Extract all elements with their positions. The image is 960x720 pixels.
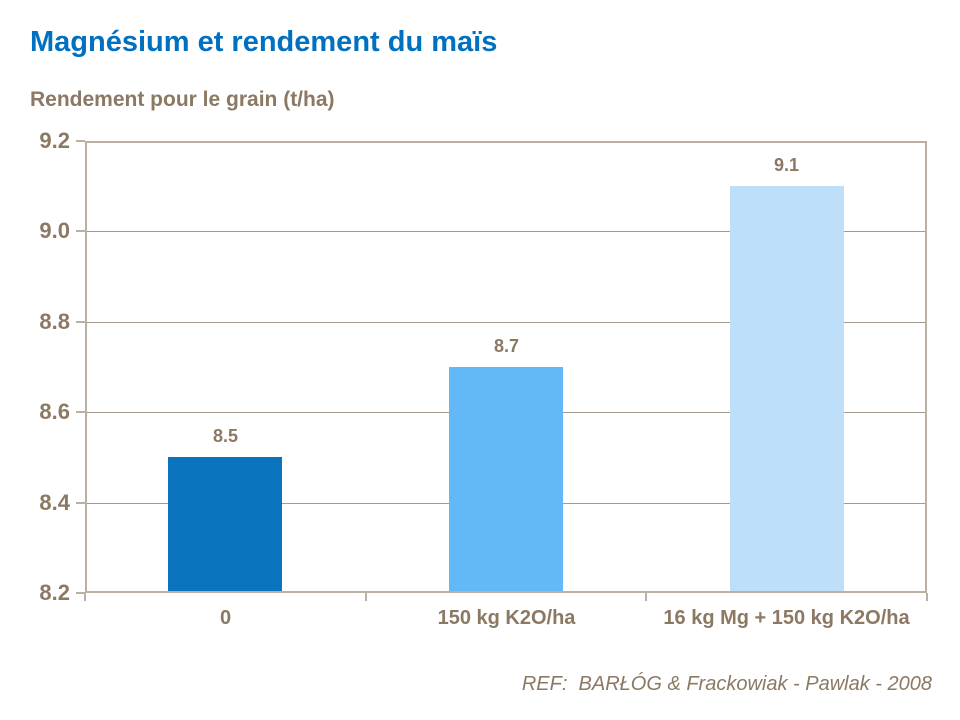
y-axis-tick-label: 8.8: [39, 308, 70, 334]
plot-frame: [85, 141, 927, 593]
bar-150 kg K2O/ha: [449, 367, 563, 593]
y-axis-tick-label: 8.4: [39, 489, 70, 515]
bar-value-label: 9.1: [773, 155, 800, 175]
y-axis-tick: [76, 592, 85, 594]
reference-text: REF: BARŁÓG & Frackowiak - Pawlak - 2008: [521, 673, 932, 695]
y-axis-tick: [76, 320, 85, 323]
y-axis-tick: [76, 140, 85, 142]
y-axis-tick: [76, 501, 85, 504]
x-axis-category-label: 16 kg Mg + 150 kg K2O/ha: [663, 607, 910, 629]
x-axis-tick: [645, 593, 647, 601]
y-axis-tick-label: 9.2: [39, 128, 70, 153]
bar-value-label: 8.5: [212, 426, 239, 446]
gridline: [85, 321, 927, 323]
x-axis-category-label: 0: [219, 607, 232, 629]
x-axis-category-label: 150 kg K2O/ha: [437, 607, 576, 629]
x-axis-tick: [926, 593, 928, 601]
y-axis-tick-label: 9.0: [39, 218, 70, 244]
gridline: [85, 231, 927, 233]
y-axis-tick-label: 8.2: [39, 580, 70, 605]
y-axis-title: Rendement pour le grain (t/ha): [30, 88, 335, 111]
y-axis-tick: [76, 411, 85, 414]
y-axis-tick: [76, 230, 85, 233]
y-axis-tick-label: 8.6: [39, 399, 70, 425]
bar-value-label: 8.7: [493, 336, 520, 356]
bar-16 kg Mg + 150 kg K2O/ha: [730, 186, 844, 593]
chart-title: Magnésium et rendement du maïs: [30, 26, 498, 58]
x-axis-tick: [365, 593, 367, 601]
bar-0: [168, 457, 282, 593]
x-axis-tick: [84, 593, 86, 601]
